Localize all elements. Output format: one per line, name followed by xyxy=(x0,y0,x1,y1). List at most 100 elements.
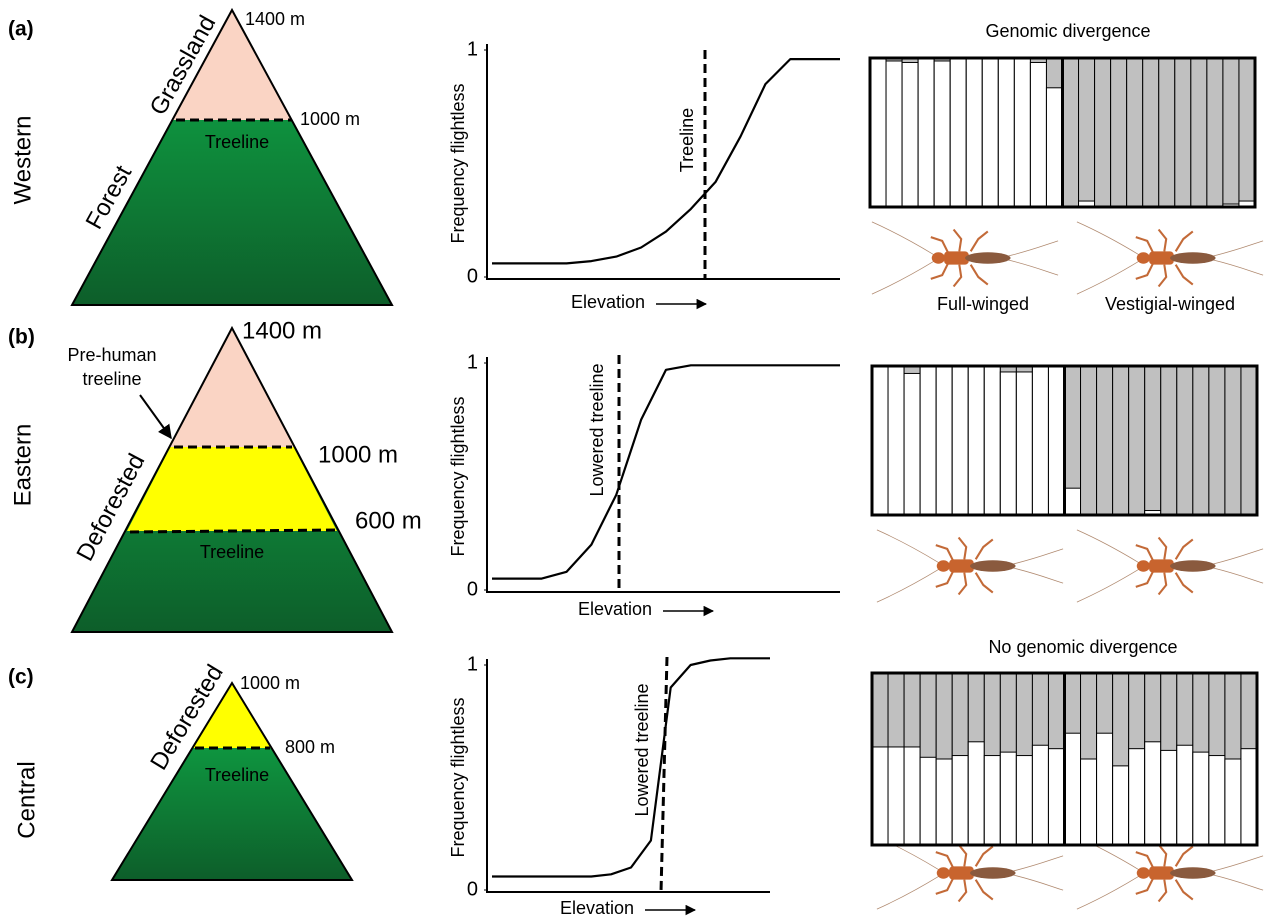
cluster-bar-bg xyxy=(1174,57,1192,208)
axis xyxy=(486,357,840,593)
y-tick-label: 1 xyxy=(467,38,478,60)
insect-photo xyxy=(1075,835,1265,911)
region-label: Western xyxy=(9,116,36,205)
cluster-bar-bg xyxy=(1160,365,1178,516)
cluster-bar xyxy=(935,365,953,516)
cluster-bar xyxy=(903,372,921,516)
cluster-bar xyxy=(1015,755,1033,846)
elevation-label: 1000 m xyxy=(240,673,300,693)
cluster-bar xyxy=(919,365,937,516)
y-axis-label: Frequency flightless xyxy=(448,396,468,556)
structure-title: No genomic divergence xyxy=(988,637,1177,657)
panel-label: (b) xyxy=(8,326,35,349)
cluster-bar xyxy=(1208,755,1226,846)
y-axis-label: Frequency flightless xyxy=(448,83,468,243)
cluster-bar xyxy=(981,57,999,208)
cluster-bar xyxy=(999,371,1017,516)
cluster-bar-bg xyxy=(1142,57,1160,208)
cluster-bar xyxy=(1240,748,1258,846)
treeline-line xyxy=(659,656,669,893)
cluster-bar xyxy=(917,57,935,208)
cluster-bar xyxy=(983,755,1001,846)
structure-title: Genomic divergence xyxy=(985,21,1150,41)
cluster-bar xyxy=(1192,751,1210,846)
cluster-bar xyxy=(1031,365,1049,516)
cluster-bar xyxy=(983,365,1001,516)
cluster-bar xyxy=(1029,61,1047,208)
cluster-bar xyxy=(951,755,969,846)
cluster-bar xyxy=(1047,748,1066,846)
elevation-label: 800 m xyxy=(285,737,335,757)
cluster-bar-bg xyxy=(1080,365,1098,516)
mountain-central xyxy=(110,681,354,881)
cluster-bar xyxy=(1080,758,1098,846)
cluster-bar xyxy=(885,60,903,208)
cluster-bar-bg xyxy=(1190,57,1208,208)
cluster-bar xyxy=(967,365,985,516)
cluster-bar xyxy=(1064,732,1082,846)
treeline-label: Treeline xyxy=(205,765,269,785)
cluster-bar xyxy=(1128,748,1146,846)
y-tick-label: 0 xyxy=(467,265,478,287)
cluster-bar xyxy=(869,57,887,208)
group-label: Vestigial-winged xyxy=(1105,294,1235,314)
cluster-bar-bg xyxy=(1126,57,1144,208)
panel-label: (a) xyxy=(8,18,34,41)
x-axis-label: Elevation xyxy=(560,898,634,918)
elevation-label: 1000 m xyxy=(300,109,360,129)
cluster-bar xyxy=(903,746,921,846)
cluster-bar xyxy=(1015,371,1033,516)
curve xyxy=(492,58,840,265)
cluster-bar xyxy=(887,746,905,846)
cluster-bar-bg xyxy=(1222,57,1240,208)
line-label: Lowered treeline xyxy=(632,683,652,816)
cluster-bar xyxy=(919,756,937,846)
axis xyxy=(486,44,840,280)
group-label: Full-winged xyxy=(937,294,1029,314)
region-label: Central xyxy=(13,761,40,838)
cluster-bar xyxy=(1224,758,1242,846)
cluster-bar xyxy=(999,751,1017,846)
cluster-bar xyxy=(1112,765,1130,846)
cluster-bar xyxy=(967,741,985,846)
cluster-bar-bg xyxy=(1078,57,1096,208)
curve xyxy=(492,364,840,580)
cluster-bar-bg xyxy=(1224,365,1242,516)
cluster-bar xyxy=(935,758,953,846)
y-tick-label: 1 xyxy=(467,351,478,373)
annotation: treeline xyxy=(82,369,141,389)
cluster-bar xyxy=(871,365,889,516)
y-axis-label: Frequency flightless xyxy=(448,697,468,857)
cluster-bar xyxy=(997,57,1015,208)
cluster-bar xyxy=(1096,732,1114,846)
cluster-bar xyxy=(1160,749,1178,846)
cluster-bar-bg xyxy=(1240,365,1258,516)
cluster-bar xyxy=(1064,487,1082,516)
treeline-label: Treeline xyxy=(205,132,269,152)
elevation-label: 1400 m xyxy=(245,9,305,29)
cluster-bar-bg xyxy=(1238,57,1256,208)
cluster-bar-bg xyxy=(1206,57,1224,208)
cluster-bar-bg xyxy=(1094,57,1112,208)
y-tick-label: 0 xyxy=(467,878,478,900)
cluster-bar-bg xyxy=(1208,365,1226,516)
elevation-label: 1400 m xyxy=(242,317,322,344)
treeline-label: Treeline xyxy=(200,542,264,562)
cluster-bar xyxy=(1144,741,1162,846)
cluster-bar xyxy=(951,365,969,516)
y-tick-label: 0 xyxy=(467,578,478,600)
cluster-bar xyxy=(1047,365,1066,516)
annotation: Pre-human xyxy=(67,345,156,365)
line-label: Treeline xyxy=(677,108,697,172)
curve xyxy=(492,657,770,878)
cluster-bar xyxy=(1045,87,1064,208)
cluster-bar xyxy=(1176,744,1194,846)
cluster-bar-bg xyxy=(1192,365,1210,516)
cluster-bar xyxy=(871,746,889,846)
insect-photo xyxy=(1075,528,1265,604)
x-axis-label: Elevation xyxy=(578,599,652,619)
line-label: Lowered treeline xyxy=(587,363,607,496)
insect-photo xyxy=(875,528,1065,604)
